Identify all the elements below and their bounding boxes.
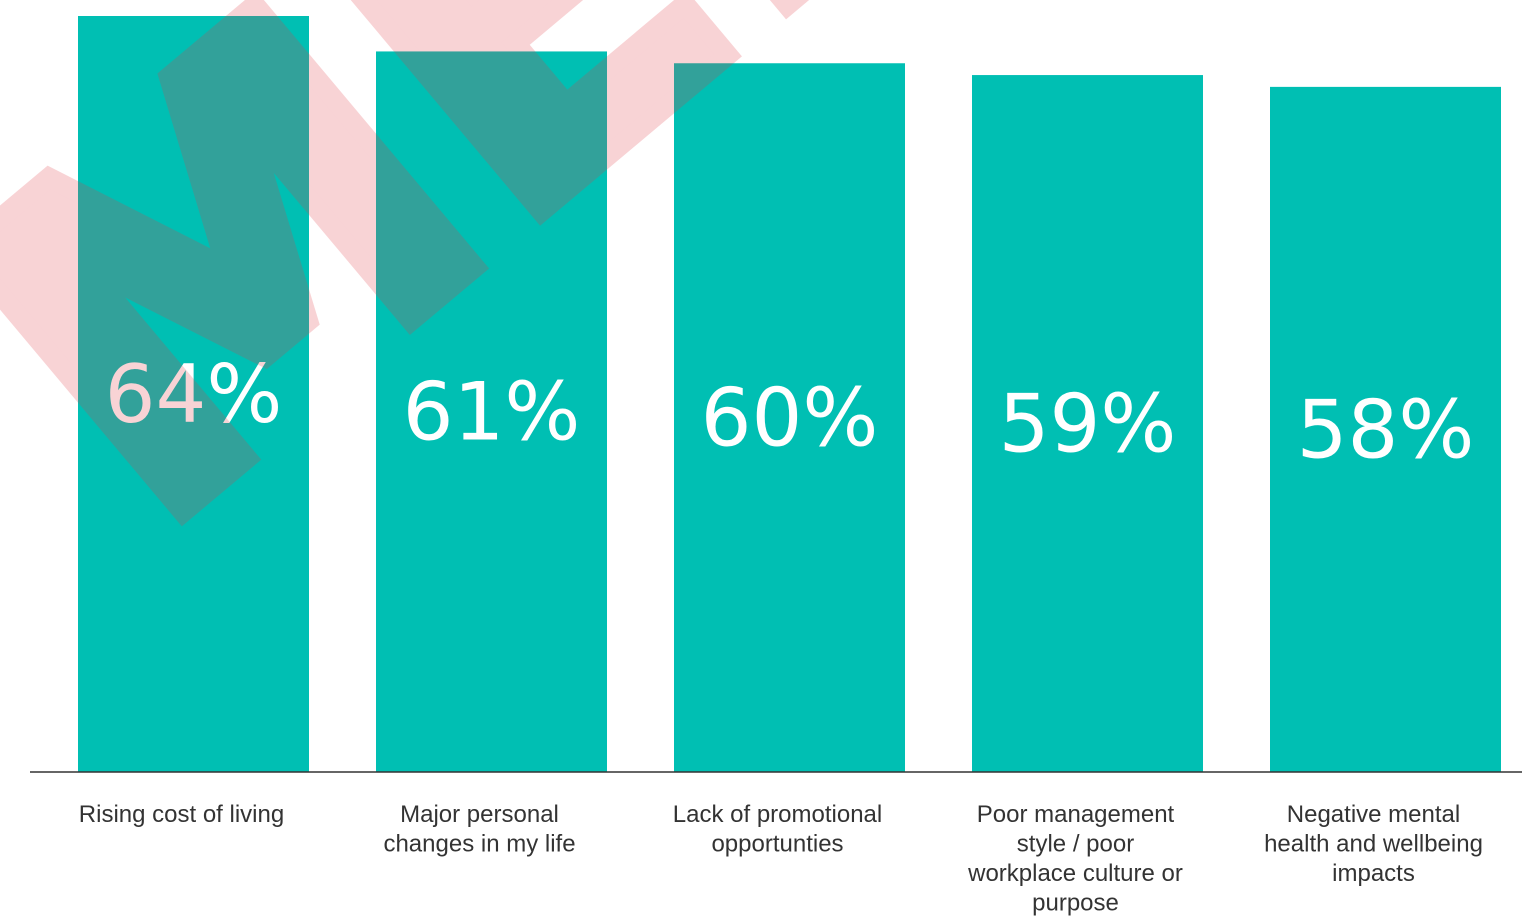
bar-value-label-1: 64% <box>105 348 283 441</box>
category-label-5: Negative mental health and wellbeing impac… <box>1264 801 1483 887</box>
bar-4 <box>972 75 1203 772</box>
category-label-line: changes in my life <box>383 831 575 858</box>
bar-value-label-2: 61% <box>403 366 581 459</box>
category-label-line: Rising cost of living <box>79 801 284 828</box>
category-label-line: Negative mental <box>1287 801 1460 828</box>
category-label-1: Rising cost of living <box>79 801 284 828</box>
bar-value-label-4: 59% <box>999 378 1177 471</box>
category-label-line: Lack of promotional <box>673 801 882 828</box>
category-label-line: Major personal <box>400 801 559 828</box>
category-label-line: Poor management <box>977 801 1175 828</box>
bar-3 <box>674 63 905 772</box>
category-label-line: opportunties <box>711 831 843 858</box>
category-label-line: style / poor <box>1017 831 1134 858</box>
bar-value-label-5: 58% <box>1297 383 1475 476</box>
category-label-line: purpose <box>1032 890 1119 917</box>
bar-value-label-3: 60% <box>701 372 879 465</box>
category-label-2: Major personal changes in my life <box>383 801 575 858</box>
category-label-4: Poor management style / poor workplace cul… <box>967 801 1183 917</box>
category-label-line: impacts <box>1332 860 1415 887</box>
category-label-line: workplace culture or <box>967 860 1183 887</box>
category-labels: Rising cost of living Major personal chang… <box>79 801 1483 917</box>
bars-group: 64% 61% 60% 59% 58% <box>78 16 1501 772</box>
bar-2 <box>376 51 607 772</box>
category-label-line: health and wellbeing <box>1264 831 1483 858</box>
bar-5 <box>1270 86 1501 772</box>
bar-1 <box>78 16 309 772</box>
category-label-3: Lack of promotional opportunties <box>673 801 882 858</box>
